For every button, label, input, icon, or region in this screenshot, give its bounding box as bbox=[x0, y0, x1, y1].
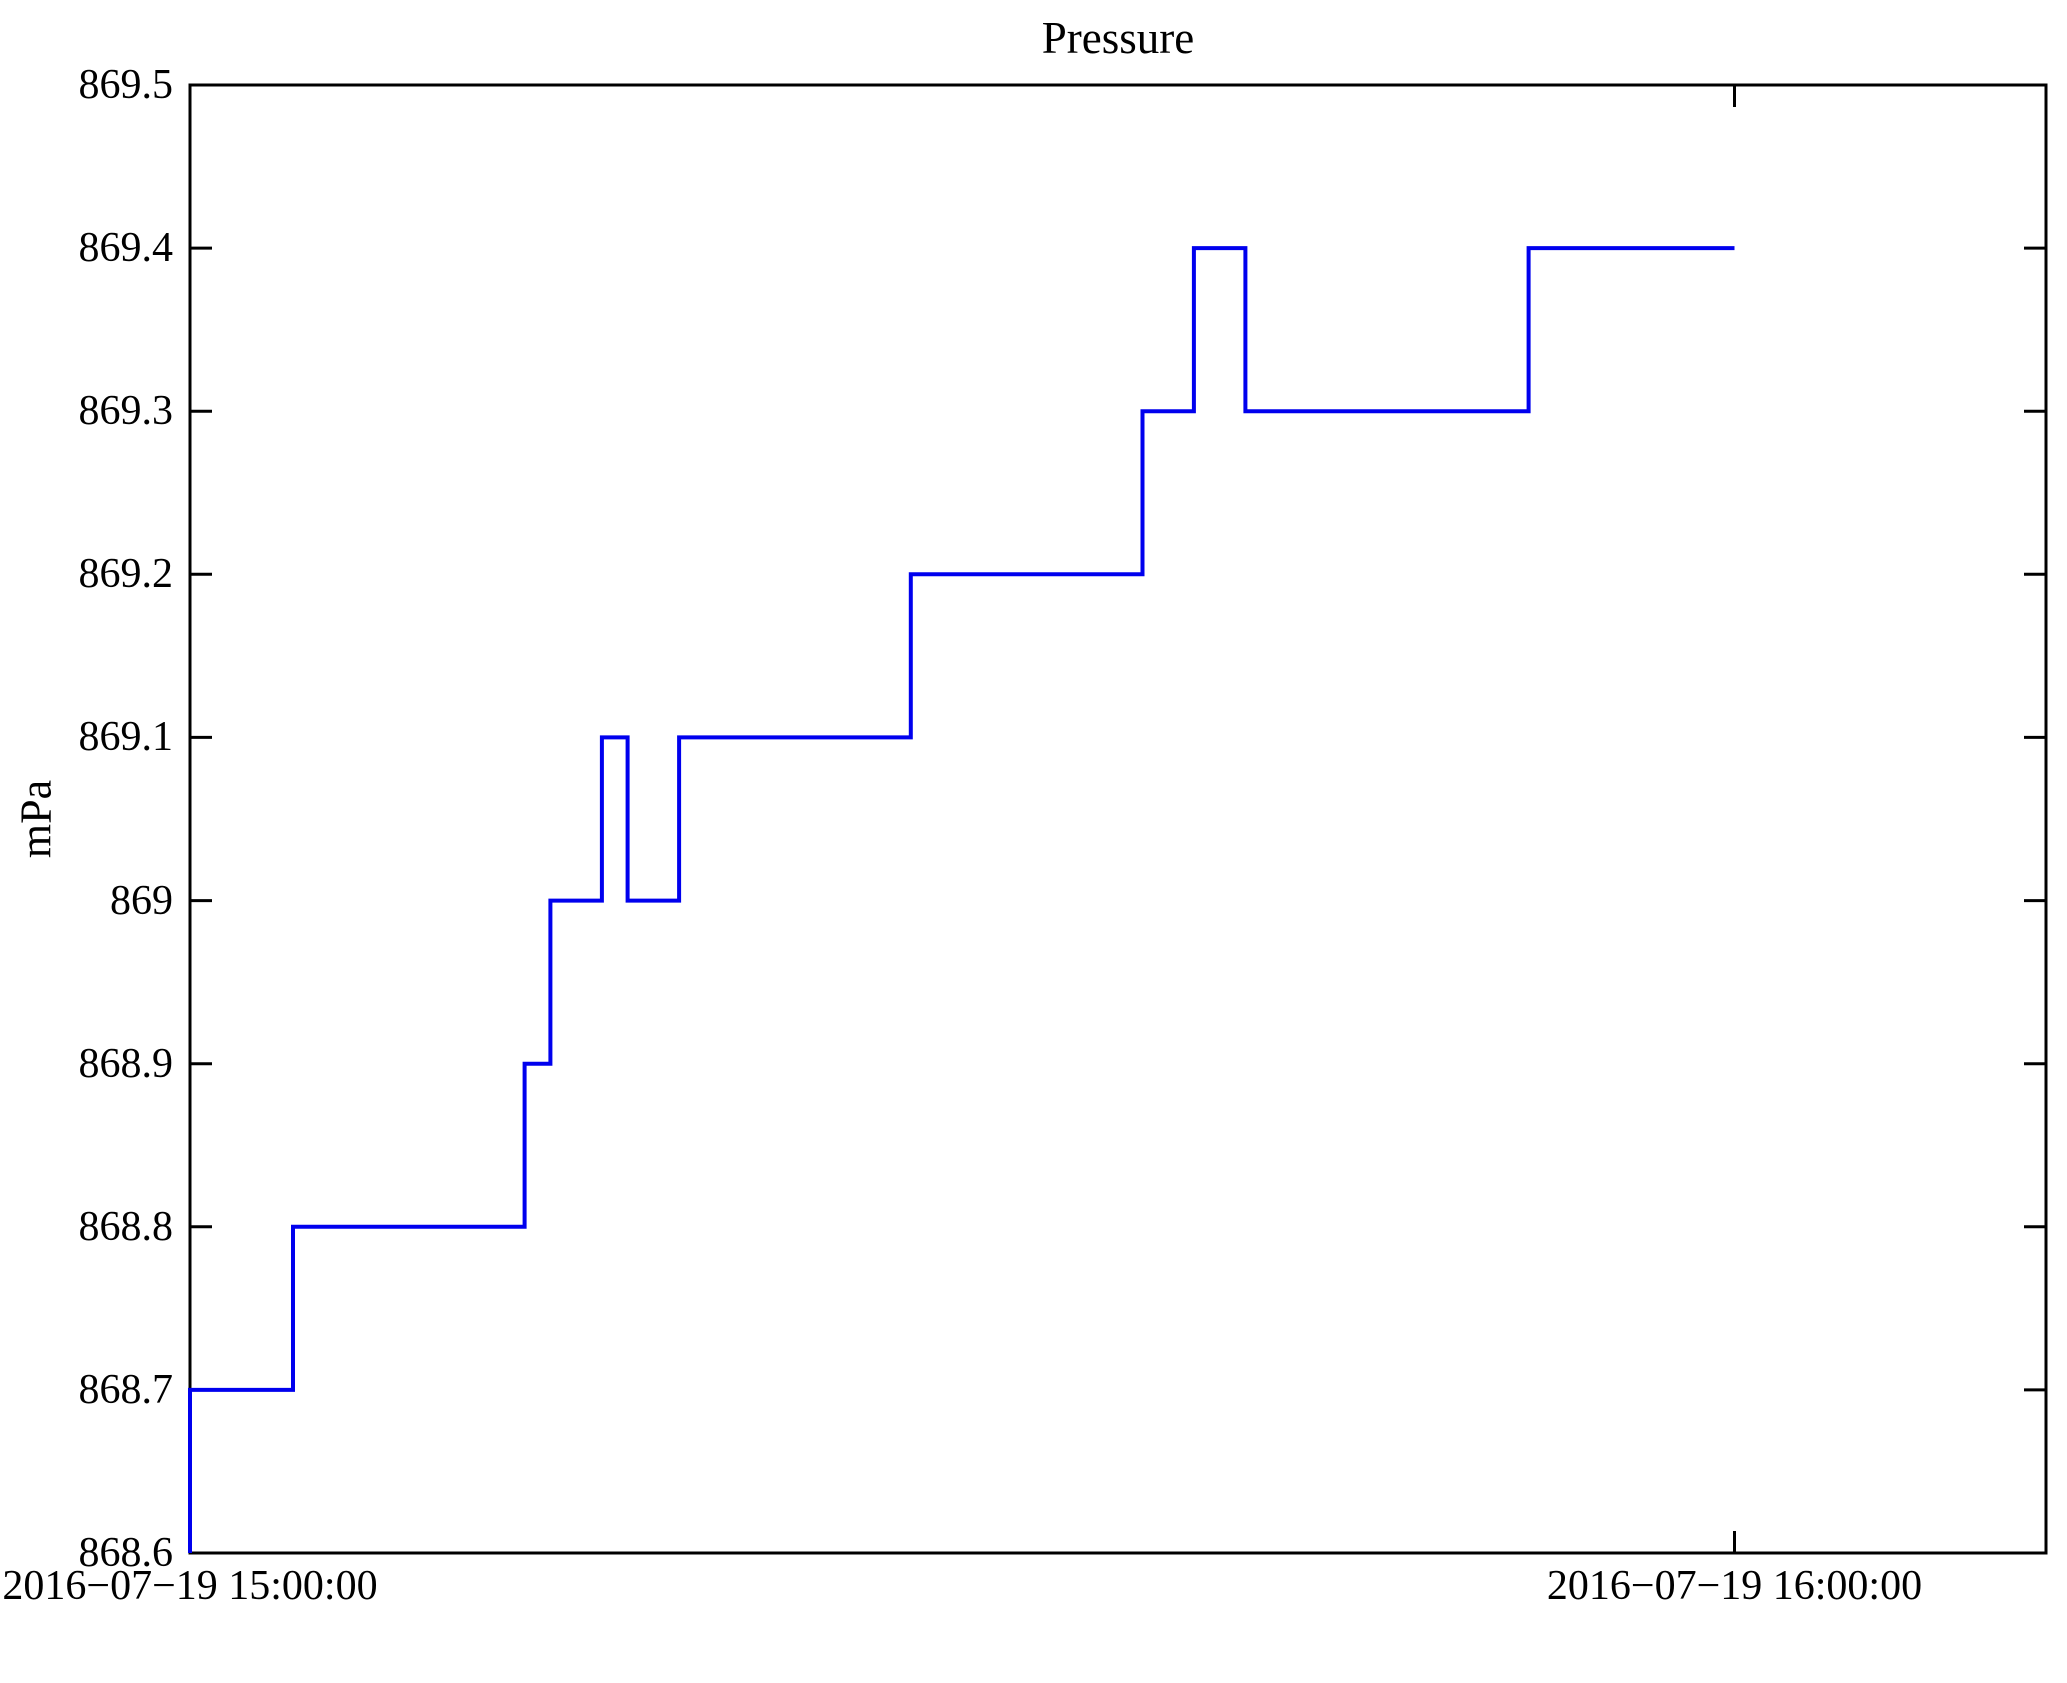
chart-title: Pressure bbox=[1041, 13, 1195, 63]
y-tick-label: 868.6 bbox=[78, 1530, 174, 1576]
pressure-step-line bbox=[188, 246, 1735, 1553]
y-tick-label: 868.8 bbox=[78, 1203, 174, 1250]
y-tick-label: 869.3 bbox=[78, 388, 174, 435]
y-tick-label: 869.2 bbox=[78, 551, 174, 598]
y-tick-label: 869.5 bbox=[78, 62, 174, 108]
x-tick-label: 2016−07−19 15:00:00 bbox=[2, 1563, 378, 1609]
axis-box bbox=[188, 83, 2048, 1555]
y-tick-label: 869 bbox=[110, 877, 173, 924]
y-tick-label: 869.4 bbox=[78, 225, 174, 272]
y-tick-label: 868.9 bbox=[78, 1040, 174, 1087]
y-tick-label: 868.7 bbox=[78, 1366, 174, 1413]
y-tick-label: 869.1 bbox=[78, 714, 174, 761]
x-tick-label: 2016−07−19 16:00:00 bbox=[1546, 1563, 1923, 1609]
